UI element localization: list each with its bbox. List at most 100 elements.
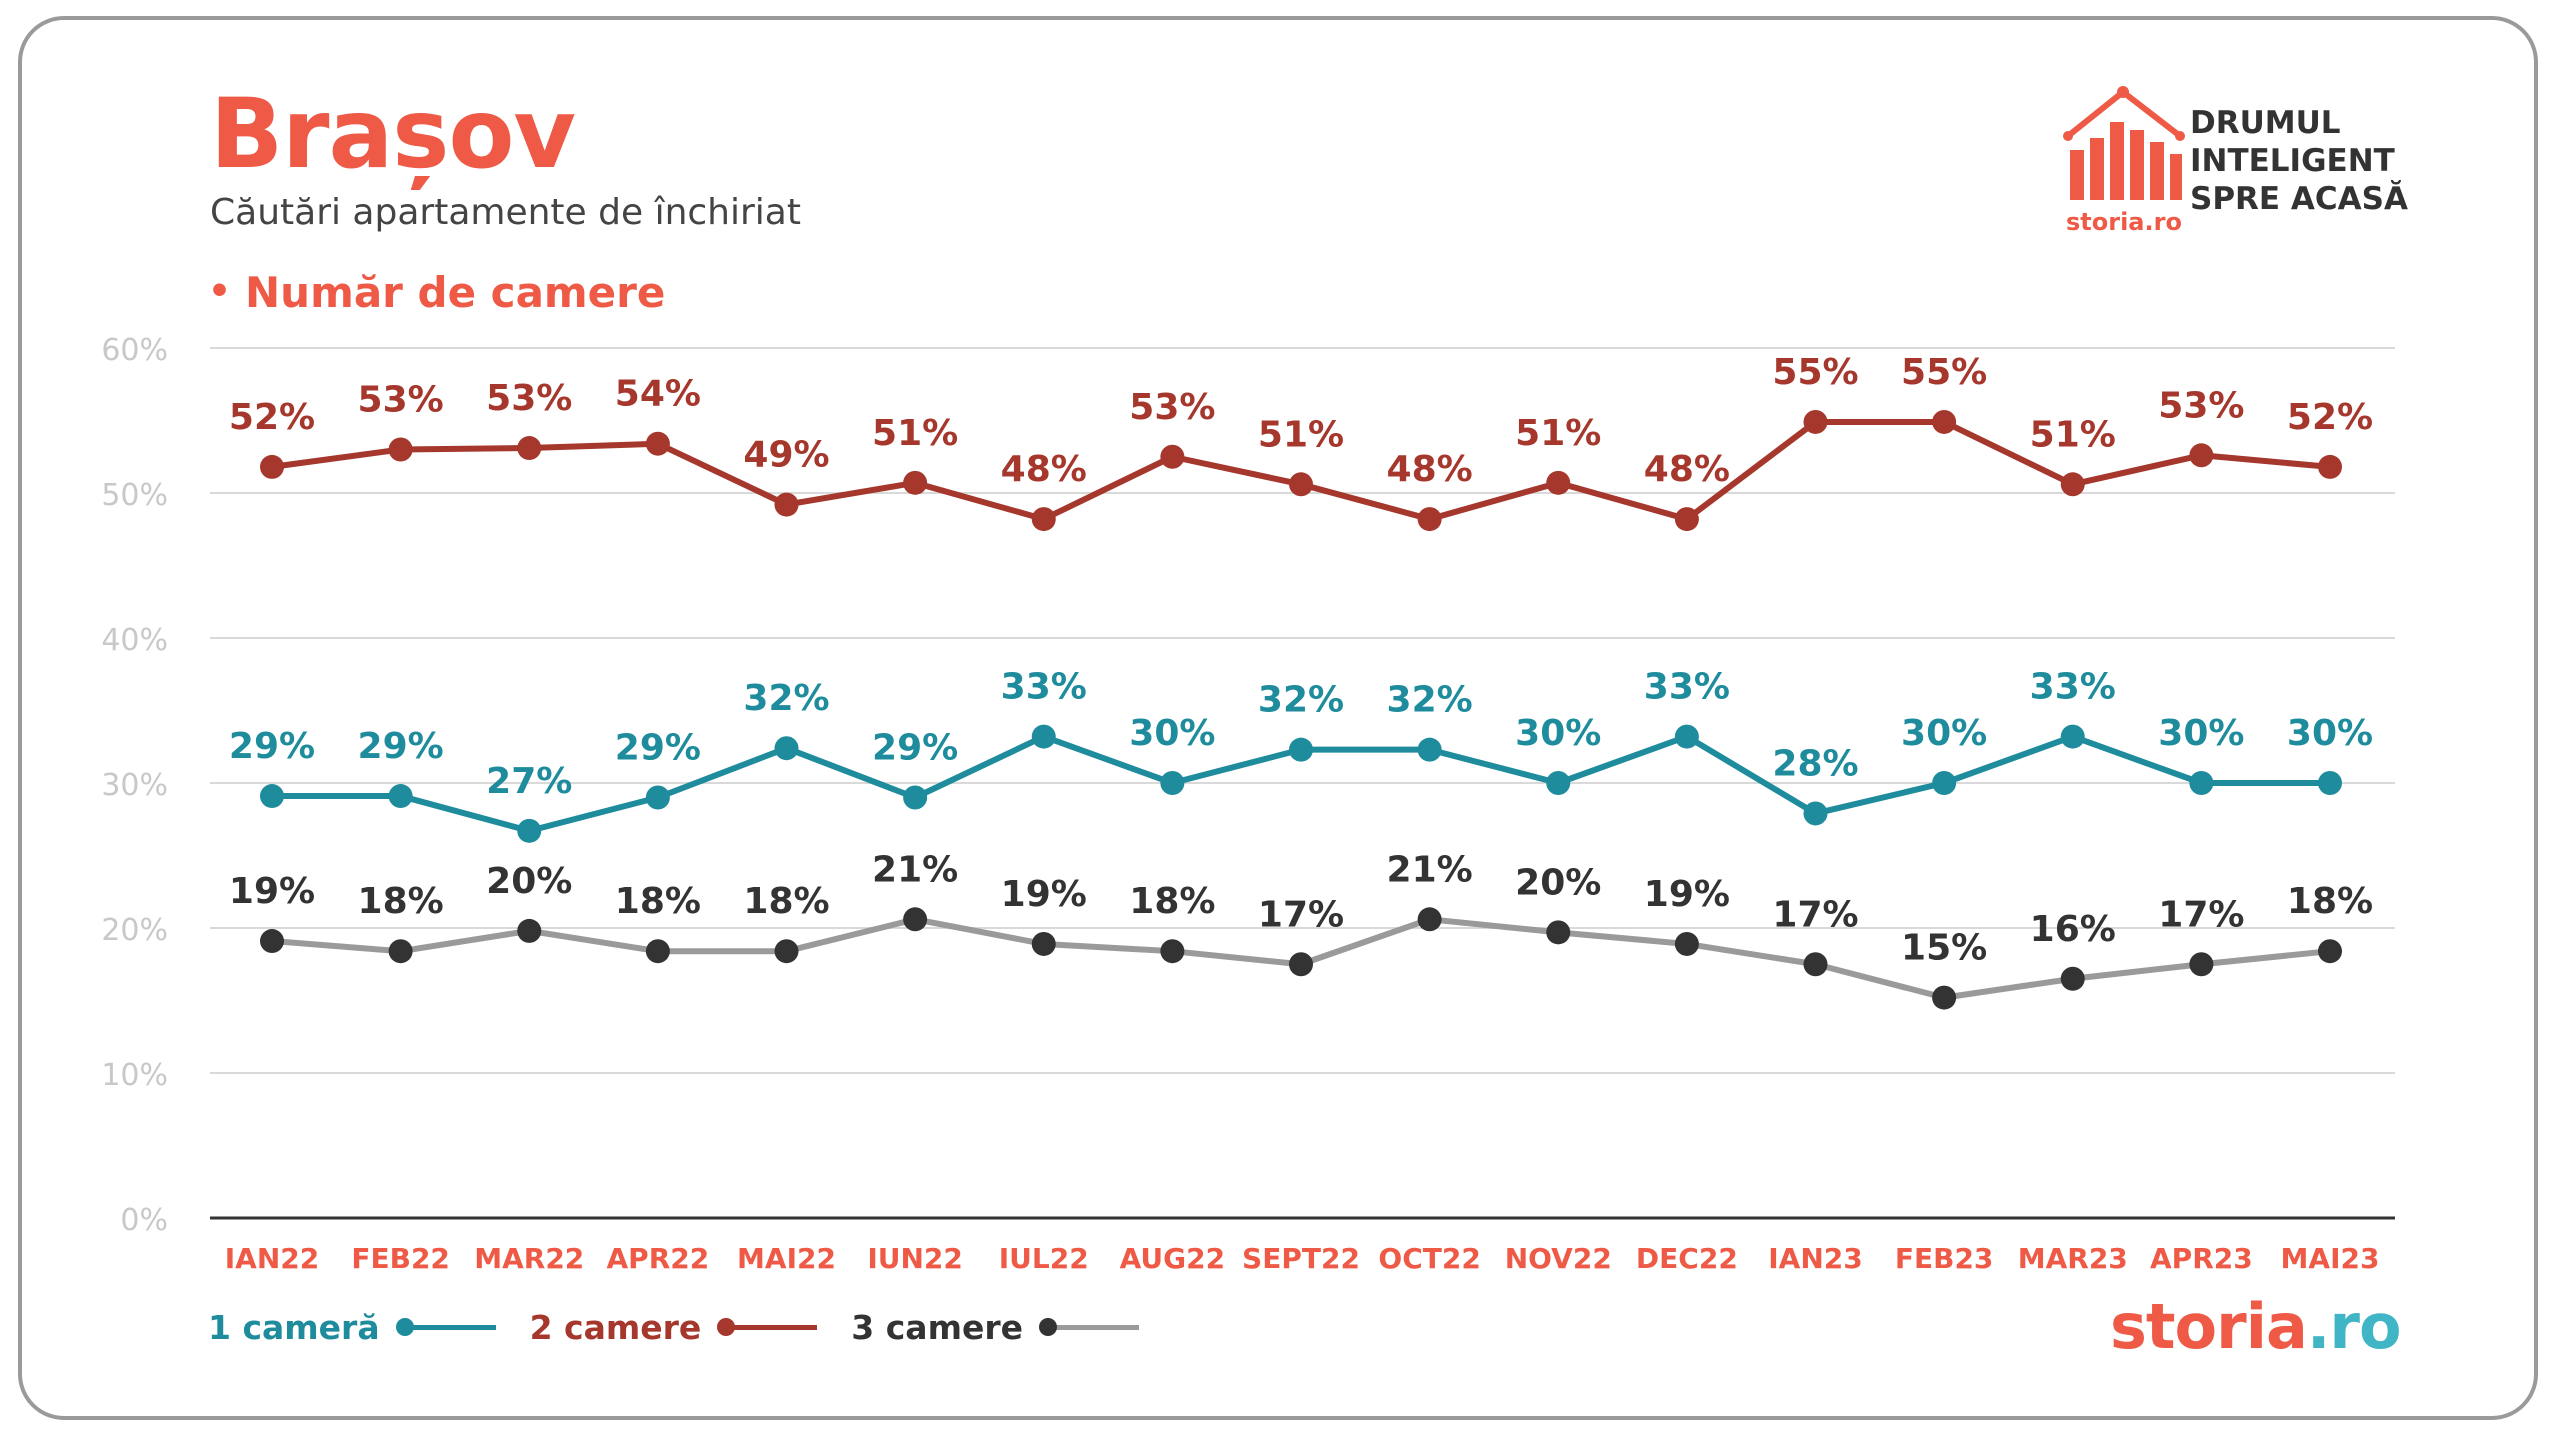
data-label-1-camera: 27% [486,761,572,802]
data-label-3-camere: 18% [2287,881,2373,922]
data-point-2-camere [260,454,284,479]
x-tick-label: SEPT22 [1242,1242,1360,1275]
data-label-2-camere: 53% [358,380,444,421]
data-label-2-camere: 53% [2158,385,2244,426]
data-label-3-camere: 19% [229,871,315,912]
data-label-1-camera: 28% [1772,743,1858,784]
data-point-1-camera [1160,771,1185,795]
legend-label-1-camera: 1 cameră [208,1307,380,1347]
data-point-1-camera [2189,771,2214,795]
data-point-2-camere [1803,409,1828,434]
data-point-1-camera [517,818,542,843]
data-label-2-camere: 53% [486,378,572,419]
legend-swatch-2-camere [717,1317,818,1337]
data-point-1-camera [1546,771,1571,795]
data-point-3-camere [1289,952,1313,977]
data-point-3-camere [774,939,799,964]
data-label-2-camere: 52% [229,397,315,438]
x-tick-label: MAI22 [737,1242,836,1275]
x-tick-label: APR23 [2150,1242,2253,1275]
data-point-2-camere [517,436,542,461]
legend-label-3-camere: 3 camere [851,1307,1023,1347]
data-label-2-camere: 48% [1387,449,1473,490]
data-point-1-camera [1289,737,1313,762]
y-tick-label: 30% [101,768,168,803]
data-label-3-camere: 19% [1644,874,1730,915]
data-point-1-camera [903,785,928,810]
data-label-3-camere: 18% [615,881,701,922]
chart-title: Brașov [210,78,576,190]
x-tick-label: FEB23 [1895,1242,1994,1275]
x-tick-label: OCT22 [1378,1242,1480,1275]
y-tick-label: 50% [101,478,168,513]
data-label-1-camera: 32% [1258,680,1344,721]
chart-subtitle: Căutări apartamente de închiriat [210,192,801,233]
logo-line-2: INTELIGENT [2190,143,2395,179]
y-tick-label: 20% [101,913,168,948]
data-label-1-camera: 30% [1901,713,1987,754]
data-label-2-camere: 48% [1001,449,1087,490]
data-point-1-camera [1674,724,1699,749]
data-point-3-camere [1674,931,1699,956]
data-point-2-camere [1160,444,1185,469]
x-tick-label: APR22 [607,1242,710,1275]
data-label-3-camere: 17% [2158,894,2244,935]
data-label-1-camera: 33% [1001,667,1087,708]
data-label-1-camera: 30% [2158,713,2244,754]
logo-icon-caption: storia.ro [2066,208,2182,236]
x-tick-label: DEC22 [1636,1242,1738,1275]
x-tick-label: IAN22 [225,1242,320,1275]
house-bar-chart-icon: storia.ro [2063,86,2185,236]
line-chart: 60% 50% 40% 30% 20% 10% 0% IAN22 FEB22 MAR22 APR22… [101,333,2395,1275]
brand-tld: .ro [2306,1290,2402,1363]
y-tick-label: 40% [101,623,168,658]
data-label-3-camere: 18% [358,881,444,922]
chart-legend: 1 cameră 2 camere 3 camere [208,1302,1173,1352]
data-point-3-camere [1417,907,1442,932]
data-label-1-camera: 32% [743,678,829,719]
data-label-3-camere: 21% [872,849,958,890]
data-label-2-camere: 54% [615,374,701,415]
section-title: Număr de camere [245,268,666,317]
data-point-2-camere [2189,443,2214,468]
x-tick-label: IUN22 [867,1242,963,1275]
data-point-2-camere [2060,472,2085,497]
data-point-2-camere [1417,507,1442,532]
data-label-2-camere: 48% [1644,449,1730,490]
data-label-2-camere: 51% [872,413,958,454]
data-point-1-camera [1417,737,1442,762]
bullet-icon: • [208,271,232,312]
data-point-3-camere [1932,985,1957,1010]
data-point-1-camera [2318,771,2342,795]
data-label-3-camere: 21% [1387,849,1473,890]
data-point-2-camere [645,431,670,456]
data-point-3-camere [1031,931,1056,956]
logo-line-3: SPRE ACASĂ [2190,181,2408,217]
data-point-1-camera [388,784,413,809]
data-label-3-camere: 15% [1901,928,1987,969]
data-label-1-camera: 33% [1644,667,1730,708]
data-label-2-camere: 52% [2287,397,2373,438]
data-point-2-camere [1932,409,1957,434]
data-label-3-camere: 17% [1772,894,1858,935]
data-label-3-camere: 18% [1129,881,1215,922]
x-tick-label: MAR23 [2018,1242,2128,1275]
brand-logo: storia.ro [2110,1290,2402,1363]
data-label-3-camere: 20% [486,861,572,902]
data-label-2-camere: 51% [1515,413,1601,454]
data-point-2-camere [903,470,928,495]
data-point-3-camere [388,939,413,964]
x-tick-label: NOV22 [1505,1242,1612,1275]
data-label-3-camere: 19% [1001,874,1087,915]
x-tick-label: FEB22 [351,1242,450,1275]
data-point-2-camere [1031,507,1056,532]
data-label-2-camere: 55% [1772,352,1858,393]
data-point-2-camere [1289,472,1313,497]
data-label-2-camere: 53% [1129,387,1215,428]
data-label-1-camera: 29% [358,726,444,767]
data-label-2-camere: 55% [1901,352,1987,393]
legend-item-3-camere: 3 camere [851,1308,1139,1347]
legend-item-2-camere: 2 camere [530,1308,818,1347]
data-point-1-camera [1932,771,1957,795]
legend-item-1-camera: 1 cameră [208,1308,496,1347]
